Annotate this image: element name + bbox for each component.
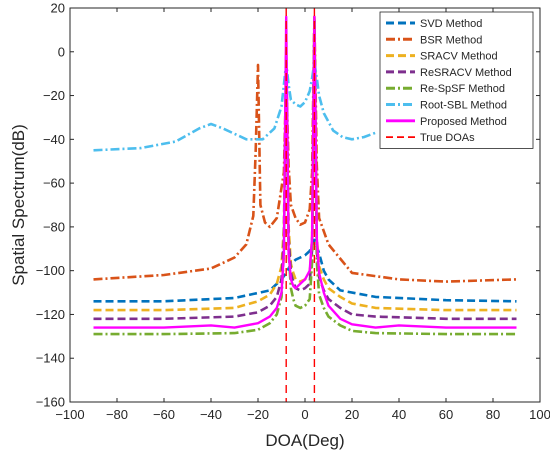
x-tick-label: −20 xyxy=(247,407,269,422)
x-tick-label: −60 xyxy=(153,407,175,422)
series-line-sracv-method xyxy=(93,17,517,312)
y-tick-label: −20 xyxy=(43,88,65,103)
legend-label: Re-SpSF Method xyxy=(420,83,505,95)
series-line-resracv-method xyxy=(93,17,517,321)
legend-label: SVD Method xyxy=(420,18,482,30)
y-axis-title: Spatial Spectrum(dB) xyxy=(9,124,28,286)
x-tick-label: 100 xyxy=(529,407,550,422)
x-tick-label: −40 xyxy=(200,407,222,422)
y-tick-label: −100 xyxy=(36,263,65,278)
x-tick-label: 20 xyxy=(345,407,359,422)
x-tick-label: 40 xyxy=(392,407,406,422)
legend: SVD Method BSR Method SRACV Method ReSRACV … xyxy=(379,11,534,149)
legend-label: BSR Method xyxy=(420,34,482,46)
legend-label: True DOAs xyxy=(420,132,475,144)
y-tick-label: −160 xyxy=(36,395,65,410)
legend-label: Proposed Method xyxy=(420,116,507,128)
y-tick-label: −40 xyxy=(43,132,65,147)
y-tick-label: 0 xyxy=(58,44,65,59)
series-line-proposed-method xyxy=(93,15,517,329)
legend-label: ReSRACV Method xyxy=(420,67,512,79)
series-line-svd-method xyxy=(93,238,517,303)
x-tick-label: −80 xyxy=(106,407,128,422)
legend-box xyxy=(379,11,534,149)
y-tick-label: −60 xyxy=(43,176,65,191)
y-axis-ticks: −160 −140 −120 −100 −80 −60 −40 −20 0 20 xyxy=(36,1,540,410)
y-tick-label: −120 xyxy=(36,307,65,322)
y-tick-label: 20 xyxy=(51,1,65,16)
x-axis-ticks: −100 −80 −60 −40 −20 0 20 40 60 80 100 xyxy=(55,8,550,422)
legend-label: Root-SBL Method xyxy=(420,100,507,112)
legend-label: SRACV Method xyxy=(420,51,498,63)
plot-lines xyxy=(93,8,517,402)
x-axis-title: DOA(Deg) xyxy=(265,431,344,450)
x-tick-label: 0 xyxy=(301,407,308,422)
series-line-re-spsf-method xyxy=(93,17,517,336)
y-tick-label: −80 xyxy=(43,219,65,234)
x-tick-label: −100 xyxy=(55,407,84,422)
y-tick-label: −140 xyxy=(36,351,65,366)
series-line-root-sbl-method xyxy=(93,61,376,152)
x-tick-label: 60 xyxy=(439,407,453,422)
x-tick-label: 80 xyxy=(486,407,500,422)
